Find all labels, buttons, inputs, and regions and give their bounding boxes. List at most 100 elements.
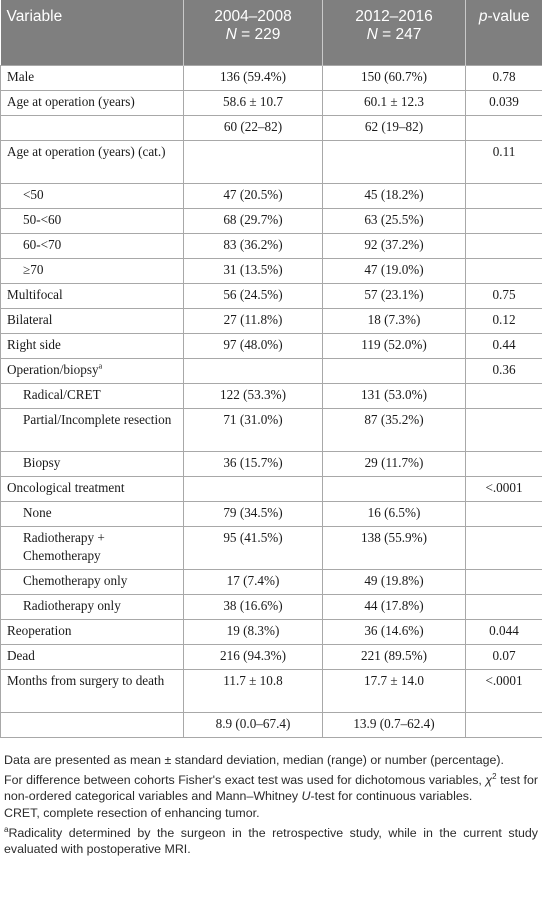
cell-variable-label: 50-<60 — [23, 212, 62, 227]
cell-variable: Radical/CRET — [0, 383, 184, 409]
cell-cohort-2: 44 (17.8%) — [322, 594, 466, 620]
cell-cohort-1: 216 (94.3%) — [183, 644, 323, 670]
table-row: Multifocal 56 (24.5%) 57 (23.1%) 0.75 — [0, 283, 542, 309]
table-header-row: Variable 2004–2008 N = 229 2012–2016 N =… — [0, 0, 542, 66]
cell-variable-label: Radiotherapy + Chemotherapy — [23, 530, 105, 563]
table-row: Radiotherapy + Chemotherapy 95 (41.5%) 138… — [0, 526, 542, 570]
cell-variable: ≥70 — [0, 258, 184, 284]
cell-pvalue: 0.044 — [465, 619, 542, 645]
cell-pvalue — [465, 501, 542, 527]
cell-variable-label: Partial/Incomplete resection — [23, 412, 172, 427]
cell-pvalue: <.0001 — [465, 476, 542, 502]
cell-pvalue: 0.75 — [465, 283, 542, 309]
cell-variable: Bilateral — [0, 308, 184, 334]
cell-pvalue — [465, 526, 542, 570]
cell-pvalue: <.0001 — [465, 669, 542, 713]
table-row: Age at operation (years) (cat.) 0.11 — [0, 140, 542, 184]
cell-cohort-1 — [183, 476, 323, 502]
cell-variable: Right side — [0, 333, 184, 359]
cell-cohort-1: 60 (22–82) — [183, 115, 323, 141]
cell-pvalue: 0.07 — [465, 644, 542, 670]
cell-cohort-2: 13.9 (0.7–62.4) — [322, 712, 466, 738]
cell-variable: Biopsy — [0, 451, 184, 477]
cell-variable-label: Biopsy — [23, 455, 61, 470]
cell-cohort-2: 221 (89.5%) — [322, 644, 466, 670]
cell-cohort-2: 47 (19.0%) — [322, 258, 466, 284]
cell-pvalue: 0.039 — [465, 90, 542, 116]
cell-variable-label: None — [23, 505, 52, 520]
cell-variable: Age at operation (years) (cat.) — [0, 140, 184, 184]
table-row: Male 136 (59.4%) 150 (60.7%) 0.78 — [0, 65, 542, 91]
cell-cohort-1 — [183, 358, 323, 384]
cell-variable: Reoperation — [0, 619, 184, 645]
footnote-tests: For difference between cohorts Fisher's … — [4, 769, 538, 805]
cell-cohort-1: 8.9 (0.0–67.4) — [183, 712, 323, 738]
cell-variable-label: Age at operation (years) (cat.) — [7, 144, 166, 159]
cell-cohort-2: 150 (60.7%) — [322, 65, 466, 91]
header-cohort-1-n-value: = 229 — [236, 26, 281, 43]
table-row: Operation/biopsya 0.36 — [0, 358, 542, 384]
header-cohort-2-n-value: = 247 — [377, 26, 422, 43]
cell-variable: Multifocal — [0, 283, 184, 309]
cell-cohort-2: 63 (25.5%) — [322, 208, 466, 234]
header-pvalue-p: p — [478, 8, 488, 25]
cell-cohort-2: 45 (18.2%) — [322, 183, 466, 209]
header-cohort-2: 2012–2016 N = 247 — [322, 0, 466, 66]
cell-cohort-1: 136 (59.4%) — [183, 65, 323, 91]
cell-cohort-1: 79 (34.5%) — [183, 501, 323, 527]
table-row: ≥70 31 (13.5%) 47 (19.0%) — [0, 258, 542, 284]
cell-cohort-2: 36 (14.6%) — [322, 619, 466, 645]
header-cohort-2-n-prefix: N — [366, 26, 378, 43]
cell-variable: Radiotherapy + Chemotherapy — [0, 526, 184, 570]
footnote-tests-part-c: -test for continuous variables. — [310, 789, 473, 804]
table-row: 50-<60 68 (29.7%) 63 (25.5%) — [0, 208, 542, 234]
cell-variable-label: Chemotherapy only — [23, 573, 128, 588]
header-cohort-2-n: N = 247 — [323, 26, 465, 44]
header-variable-label: Variable — [6, 8, 63, 25]
cell-pvalue — [465, 569, 542, 595]
cell-variable: <50 — [0, 183, 184, 209]
footnote-chi-symbol: χ — [485, 772, 493, 787]
cell-cohort-2: 138 (55.9%) — [322, 526, 466, 570]
table-row: Radiotherapy only 38 (16.6%) 44 (17.8%) — [0, 594, 542, 620]
table-row: 8.9 (0.0–67.4) 13.9 (0.7–62.4) — [0, 712, 542, 738]
table-container: Variable 2004–2008 N = 229 2012–2016 N =… — [0, 0, 542, 858]
header-cohort-1-n-prefix: N — [225, 26, 237, 43]
cell-pvalue — [465, 115, 542, 141]
cell-variable-label: Right side — [7, 337, 61, 352]
cell-cohort-2 — [322, 476, 466, 502]
table-row: Months from surgery to death 11.7 ± 10.8 1… — [0, 669, 542, 713]
results-table: Variable 2004–2008 N = 229 2012–2016 N =… — [0, 0, 542, 738]
table-row: 60-<70 83 (36.2%) 92 (37.2%) — [0, 233, 542, 259]
header-variable: Variable — [0, 0, 184, 66]
cell-variable-label: Operation/biopsy — [7, 362, 99, 377]
cell-variable-label: Male — [7, 69, 35, 84]
table-body: Male 136 (59.4%) 150 (60.7%) 0.78 Age at ope… — [0, 65, 542, 738]
cell-variable: 50-<60 — [0, 208, 184, 234]
cell-cohort-1: 71 (31.0%) — [183, 408, 323, 452]
cell-cohort-2: 29 (11.7%) — [322, 451, 466, 477]
cell-cohort-2 — [322, 358, 466, 384]
cell-cohort-1: 31 (13.5%) — [183, 258, 323, 284]
cell-pvalue: 0.12 — [465, 308, 542, 334]
cell-cohort-1: 17 (7.4%) — [183, 569, 323, 595]
header-pvalue-rest: -value — [487, 8, 530, 25]
footnote-marker: a — [98, 361, 103, 371]
header-cohort-1: 2004–2008 N = 229 — [183, 0, 323, 66]
cell-variable: Age at operation (years) — [0, 90, 184, 116]
footnote-tests-part-b: test for non-ordered categorical variabl… — [4, 772, 538, 804]
table-footnotes: Data are presented as mean ± standard de… — [0, 738, 542, 858]
cell-cohort-2: 131 (53.0%) — [322, 383, 466, 409]
cell-variable-label: Radical/CRET — [23, 387, 101, 402]
table-row: Oncological treatment <.0001 — [0, 476, 542, 502]
cell-variable: Male — [0, 65, 184, 91]
cell-cohort-1: 36 (15.7%) — [183, 451, 323, 477]
cell-variable-label: Multifocal — [7, 287, 63, 302]
cell-cohort-1: 47 (20.5%) — [183, 183, 323, 209]
cell-cohort-2 — [322, 140, 466, 184]
cell-pvalue — [465, 712, 542, 738]
table-row: Right side 97 (48.0%) 119 (52.0%) 0.44 — [0, 333, 542, 359]
cell-pvalue: 0.44 — [465, 333, 542, 359]
cell-variable: 60-<70 — [0, 233, 184, 259]
cell-pvalue — [465, 258, 542, 284]
